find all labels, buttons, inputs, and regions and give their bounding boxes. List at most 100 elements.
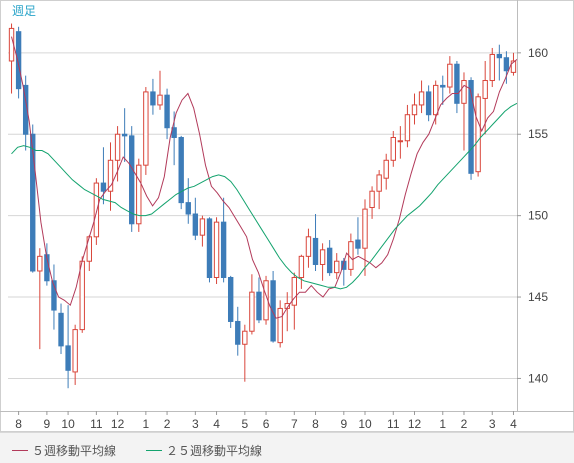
- candle: [185, 178, 191, 224]
- candle-body: [362, 208, 368, 249]
- y-tick-label: 155: [528, 127, 548, 141]
- candle-body: [79, 260, 85, 331]
- candle-body: [65, 345, 71, 371]
- y-tick-label: 150: [528, 209, 548, 223]
- candle: [249, 274, 255, 335]
- candle-body: [37, 255, 43, 272]
- x-tick-label: 5: [241, 417, 248, 431]
- candle-body: [489, 53, 495, 82]
- candle: [192, 197, 199, 241]
- candle: [369, 186, 375, 219]
- candle-body: [220, 221, 227, 279]
- candle: [107, 142, 114, 211]
- legend-swatch-ma5: [12, 450, 28, 451]
- candle-body: [418, 91, 425, 106]
- candle-body: [185, 202, 191, 215]
- legend-item-ma25: ２５週移動平均線: [146, 442, 262, 459]
- x-tick-label: 4: [510, 417, 517, 431]
- x-tick-label: 7: [291, 417, 298, 431]
- candle: [404, 104, 411, 148]
- candle-body: [192, 213, 199, 236]
- candle: [390, 130, 396, 167]
- candle: [164, 88, 170, 140]
- candle: [213, 217, 220, 285]
- candle-body: [305, 236, 312, 257]
- candle: [235, 306, 241, 356]
- x-tick-label: 10: [61, 417, 75, 431]
- candle: [65, 305, 71, 389]
- series-line-ma5: [11, 36, 518, 319]
- x-tick-label: 9: [44, 417, 51, 431]
- candle-body: [136, 164, 142, 225]
- candle-body: [178, 136, 184, 204]
- legend: ５週移動平均線 ２５週移動平均線: [0, 432, 574, 463]
- x-tick-label: 2: [164, 417, 171, 431]
- x-tick-label: 1: [439, 417, 446, 431]
- candle-body: [8, 27, 15, 62]
- legend-label-ma25: ２５週移動平均線: [166, 444, 263, 458]
- x-tick-label: 2: [461, 417, 468, 431]
- x-tick-label: 9: [340, 417, 347, 431]
- candle: [496, 44, 503, 81]
- legend-swatch-ma25: [146, 450, 162, 451]
- candle: [475, 93, 481, 177]
- y-tick-label: 160: [528, 46, 548, 60]
- candle: [136, 158, 142, 232]
- candle-body: [390, 136, 396, 161]
- candle: [242, 324, 248, 382]
- candle-body: [270, 280, 276, 342]
- candle-body: [235, 320, 241, 345]
- candle: [58, 303, 64, 355]
- candle-body: [121, 133, 128, 137]
- candle: [206, 217, 213, 283]
- candle: [291, 272, 298, 330]
- candle-body: [256, 291, 262, 321]
- candle: [482, 60, 488, 135]
- x-tick-label: 8: [15, 417, 22, 431]
- candle: [157, 70, 163, 110]
- candle: [383, 153, 389, 190]
- candle-body: [114, 133, 121, 161]
- candle: [72, 324, 78, 385]
- x-tick-label: 3: [192, 417, 199, 431]
- candle-body: [404, 114, 411, 142]
- candle-body: [319, 249, 326, 265]
- candle-body: [468, 80, 474, 174]
- candle: [489, 47, 495, 88]
- candle: [510, 52, 517, 76]
- candle-body: [447, 63, 453, 88]
- candle: [143, 87, 149, 175]
- candle: [220, 197, 227, 283]
- candle-body: [249, 291, 255, 332]
- candle-body: [433, 84, 439, 116]
- candle-body: [440, 84, 446, 88]
- candle: [376, 170, 382, 210]
- candle: [121, 108, 128, 162]
- x-tick-label: 11: [387, 417, 400, 431]
- candle-body: [22, 84, 29, 135]
- candle: [334, 253, 340, 280]
- candle-body: [227, 277, 234, 322]
- legend-label-ma5: ５週移動平均線: [32, 444, 117, 458]
- candle-body: [298, 255, 305, 279]
- candle-body: [171, 127, 177, 138]
- candle-body: [425, 91, 432, 116]
- candle: [454, 60, 460, 114]
- candle-body: [129, 135, 135, 225]
- candle: [326, 240, 333, 276]
- x-tick-label: 10: [358, 417, 372, 431]
- candle-body: [496, 53, 503, 59]
- candle-body: [312, 237, 319, 265]
- candle-body: [369, 190, 375, 209]
- y-tick-label: 145: [528, 290, 548, 304]
- candle-body: [503, 57, 510, 72]
- candle-body: [334, 260, 340, 274]
- candle-body: [291, 277, 298, 306]
- candle: [15, 26, 22, 99]
- candle-body: [213, 221, 220, 279]
- candle: [256, 277, 262, 324]
- candle-body: [93, 182, 100, 238]
- candle: [447, 56, 453, 94]
- candle: [397, 126, 404, 159]
